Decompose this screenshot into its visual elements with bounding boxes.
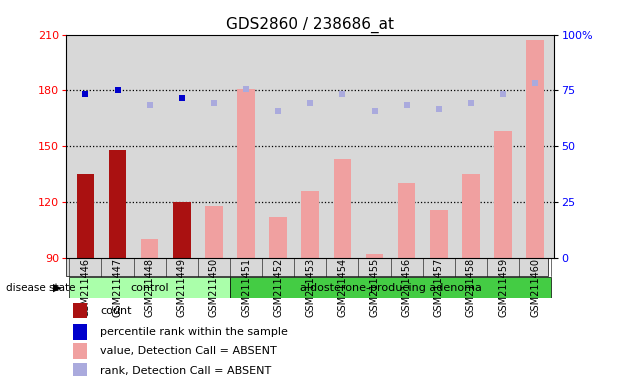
Text: aldosterone-producing adenoma: aldosterone-producing adenoma: [300, 283, 481, 293]
Text: GSM211449: GSM211449: [177, 258, 186, 317]
Bar: [365, 254, 383, 258]
Bar: [109, 150, 127, 258]
Bar: [74, 343, 87, 359]
Bar: [74, 303, 87, 318]
Text: GSM211452: GSM211452: [273, 258, 283, 317]
Bar: [238, 89, 255, 258]
Text: control: control: [130, 283, 169, 293]
Bar: [494, 131, 512, 258]
Text: disease state: disease state: [6, 283, 76, 293]
Text: GSM211448: GSM211448: [145, 258, 155, 317]
Bar: [398, 184, 415, 258]
Text: percentile rank within the sample: percentile rank within the sample: [100, 327, 288, 337]
Text: GSM211456: GSM211456: [402, 258, 411, 317]
Text: GSM211454: GSM211454: [338, 258, 347, 317]
Text: count: count: [100, 306, 132, 316]
Bar: [269, 217, 287, 258]
Text: GSM211455: GSM211455: [370, 258, 379, 317]
Bar: [526, 40, 544, 258]
Bar: [173, 202, 191, 258]
Bar: [230, 277, 551, 298]
Text: GSM211460: GSM211460: [530, 258, 540, 317]
Bar: [74, 363, 87, 379]
Bar: [74, 324, 87, 339]
Text: GSM211453: GSM211453: [306, 258, 315, 317]
Text: value, Detection Call = ABSENT: value, Detection Call = ABSENT: [100, 346, 277, 356]
Text: GSM211446: GSM211446: [81, 258, 91, 317]
Text: GSM211447: GSM211447: [113, 258, 123, 317]
Bar: [77, 174, 94, 258]
Text: GSM211458: GSM211458: [466, 258, 476, 317]
Bar: [430, 210, 447, 258]
Title: GDS2860 / 238686_at: GDS2860 / 238686_at: [226, 17, 394, 33]
Bar: [333, 159, 352, 258]
Text: GSM211451: GSM211451: [241, 258, 251, 317]
Bar: [301, 191, 319, 258]
Bar: [141, 239, 159, 258]
Bar: [66, 258, 548, 276]
Text: GSM211459: GSM211459: [498, 258, 508, 317]
Bar: [69, 277, 230, 298]
Bar: [205, 206, 223, 258]
Bar: [462, 174, 479, 258]
Text: GSM211450: GSM211450: [209, 258, 219, 317]
Text: GSM211457: GSM211457: [434, 258, 444, 317]
Text: rank, Detection Call = ABSENT: rank, Detection Call = ABSENT: [100, 366, 272, 376]
Text: ▶: ▶: [54, 283, 62, 293]
